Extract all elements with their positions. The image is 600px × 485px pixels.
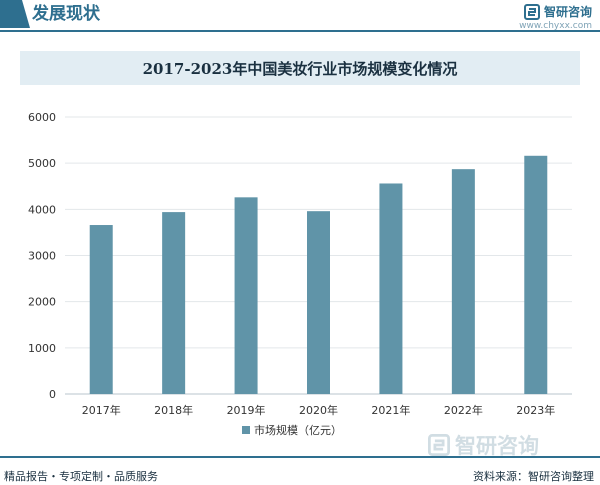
y-tick-label: 1000	[28, 342, 56, 355]
brand-logo-icon	[523, 3, 540, 20]
x-tick-label: 2019年	[227, 403, 266, 417]
bar	[89, 225, 113, 394]
watermark-text: 智研咨询	[455, 434, 539, 458]
y-tick-label: 6000	[28, 111, 56, 124]
y-tick-label: 2000	[28, 296, 56, 309]
header-accent-shape	[0, 0, 30, 28]
bar	[162, 212, 186, 394]
x-tick-label: 2022年	[444, 403, 483, 417]
y-tick-label: 4000	[28, 203, 56, 216]
brand-url: www.chyxx.com	[519, 21, 592, 31]
brand: 智研咨询 www.chyxx.com	[519, 3, 592, 31]
footer-tagline: 精品报告・专项定制・品质服务	[4, 470, 158, 483]
x-tick-label: 2023年	[516, 403, 555, 417]
bar	[234, 197, 258, 394]
watermark: 智研咨询	[428, 430, 539, 460]
x-tick-label: 2018年	[154, 403, 193, 417]
watermark-logo-icon	[428, 434, 450, 456]
bar	[524, 155, 548, 394]
legend-label: 市场规模（亿元）	[254, 423, 342, 437]
footer-divider	[0, 456, 600, 458]
bar	[451, 169, 475, 394]
y-tick-label: 5000	[28, 157, 56, 170]
brand-name: 智研咨询	[543, 5, 592, 19]
section-title: 发展现状	[32, 4, 100, 24]
bar-chart: 0 1000 2000 3000 4000 5000 6000 2017年 2018年 2019年…	[28, 111, 572, 437]
header-divider	[0, 30, 600, 32]
footer-source: 资料来源：智研咨询整理	[473, 470, 594, 483]
bar	[379, 183, 403, 394]
bar	[307, 211, 330, 394]
x-tick-label: 2021年	[371, 403, 410, 417]
y-tick-label: 3000	[28, 250, 56, 263]
chart-title: 2017-2023年中国美妆行业市场规模变化情况	[20, 51, 580, 85]
y-tick-label: 0	[49, 388, 56, 401]
x-tick-label: 2017年	[82, 403, 121, 417]
x-tick-label: 2020年	[299, 403, 338, 417]
legend-swatch	[242, 426, 250, 434]
